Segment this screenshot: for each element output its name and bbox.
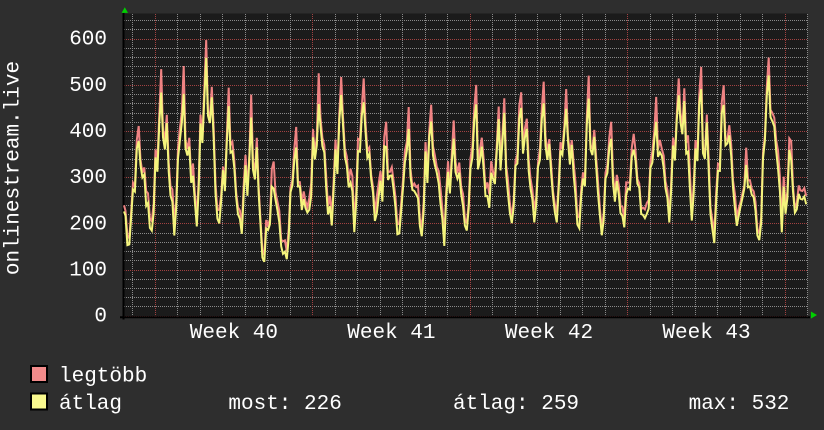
svg-text:600: 600	[69, 29, 107, 52]
svg-text:100: 100	[69, 260, 107, 283]
svg-text:max: 532: max: 532	[689, 393, 790, 416]
svg-text:legtöbb: legtöbb	[59, 366, 147, 389]
svg-text:Week 40: Week 40	[190, 322, 278, 345]
svg-text:Week 42: Week 42	[505, 322, 593, 345]
svg-text:most: 226: most: 226	[228, 393, 341, 416]
svg-text:0: 0	[94, 306, 107, 329]
svg-text:300: 300	[69, 167, 107, 190]
svg-text:Week 41: Week 41	[347, 322, 435, 345]
svg-text:400: 400	[69, 121, 107, 144]
svg-text:átlag: 259: átlag: 259	[453, 393, 579, 416]
svg-text:500: 500	[69, 75, 107, 98]
svg-text:onlinestream.live: onlinestream.live	[3, 61, 26, 275]
svg-text:Week 43: Week 43	[662, 322, 750, 345]
svg-text:átlag: átlag	[59, 393, 122, 416]
svg-text:200: 200	[69, 213, 107, 236]
